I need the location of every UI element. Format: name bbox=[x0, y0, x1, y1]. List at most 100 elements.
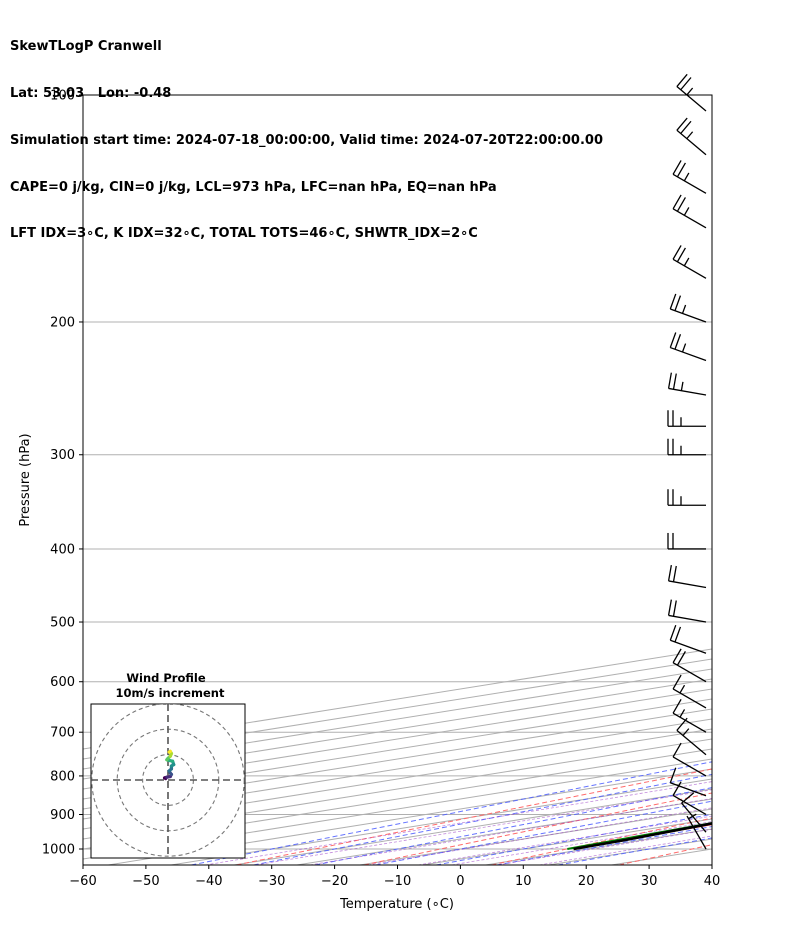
isotherm-line bbox=[83, 688, 712, 790]
wind-barb bbox=[672, 742, 707, 777]
isotherm-line bbox=[485, 828, 712, 865]
x-tick-label: −10 bbox=[384, 874, 411, 889]
y-tick-label: 800 bbox=[50, 769, 75, 784]
x-tick-label: −50 bbox=[132, 874, 159, 889]
wind-barb bbox=[667, 532, 706, 550]
wind-barb bbox=[672, 160, 707, 194]
moist-adiabat bbox=[436, 813, 712, 865]
barb-staff bbox=[676, 86, 707, 112]
isotherm-line bbox=[611, 848, 712, 865]
isotherm-line bbox=[83, 678, 712, 780]
axis-ticks: −60 −50 −40 −30 −20 −10 0 10 20 30 40 1000 900 800 700… bbox=[42, 89, 720, 890]
barb-half-flag bbox=[679, 709, 686, 718]
barb-flag bbox=[672, 194, 682, 210]
wind-barb bbox=[667, 489, 706, 506]
barb-half-flag bbox=[683, 172, 690, 182]
barb-flag bbox=[674, 626, 682, 643]
barb-half-flag bbox=[680, 381, 684, 391]
barb-staff bbox=[672, 712, 707, 733]
barb-staff bbox=[681, 802, 707, 833]
x-tick-label: −20 bbox=[321, 874, 348, 889]
x-tick-label: 0 bbox=[456, 874, 464, 889]
dry-adiabat bbox=[363, 792, 712, 865]
wind-barb bbox=[676, 117, 707, 156]
time-line: Simulation start time: 2024-07-18_00:00:… bbox=[10, 132, 603, 148]
isotherm-line bbox=[83, 698, 712, 800]
profile-lines bbox=[567, 821, 712, 851]
barb-flag bbox=[676, 73, 688, 87]
barb-staff bbox=[668, 614, 707, 623]
moist-adiabat bbox=[314, 787, 712, 865]
barb-half-flag bbox=[682, 728, 690, 736]
barb-flag bbox=[672, 674, 682, 690]
y-tick-label: 400 bbox=[50, 542, 75, 557]
barb-half-flag bbox=[681, 304, 687, 314]
barb-flag bbox=[672, 648, 682, 664]
barb-flag bbox=[676, 117, 688, 131]
y-axis-label: Pressure (hPa) bbox=[18, 433, 33, 526]
x-tick-label: 30 bbox=[641, 874, 658, 889]
moist-adiabat bbox=[253, 773, 712, 865]
mixing-ratio-line bbox=[367, 807, 712, 865]
x-tick-label: −60 bbox=[69, 874, 96, 889]
wind-barb bbox=[667, 410, 706, 427]
barb-staff bbox=[672, 688, 707, 709]
wind-barb bbox=[672, 674, 707, 709]
barb-staff bbox=[670, 346, 707, 362]
barb-flag bbox=[672, 600, 677, 617]
barb-flag bbox=[672, 699, 682, 714]
thermo-reference-lines bbox=[191, 761, 712, 865]
indices-line-2: LFT IDX=3∘C, K IDX=32∘C, TOTAL TOTS=46∘C… bbox=[10, 226, 478, 242]
barb-flag bbox=[680, 120, 692, 134]
mixing-ratio-line bbox=[451, 821, 712, 865]
barb-flag bbox=[676, 247, 686, 263]
barb-staff bbox=[670, 639, 707, 654]
y-tick-label: 100 bbox=[50, 89, 75, 104]
isotherm-line bbox=[359, 808, 712, 865]
wind-barb bbox=[672, 781, 707, 816]
y-tick-label: 200 bbox=[50, 315, 75, 330]
wind-barb bbox=[667, 438, 706, 456]
barb-flag bbox=[676, 651, 686, 666]
barb-half-flag bbox=[683, 257, 690, 267]
barb-staff bbox=[676, 729, 707, 756]
isotherm-line bbox=[83, 708, 712, 810]
x-tick-label: −40 bbox=[195, 874, 222, 889]
mixing-ratio-line bbox=[255, 789, 712, 865]
barb-staff bbox=[668, 580, 707, 589]
barb-flag bbox=[674, 334, 682, 350]
barb-flag bbox=[672, 565, 677, 582]
wind-barb bbox=[672, 699, 707, 733]
barb-flag bbox=[672, 160, 682, 175]
barb-flag bbox=[669, 332, 677, 348]
wind-barb bbox=[667, 599, 707, 623]
barb-half-flag bbox=[683, 207, 690, 216]
x-tick-label: −30 bbox=[258, 874, 285, 889]
barb-flag bbox=[680, 77, 692, 91]
barb-flag bbox=[667, 599, 672, 616]
inset-title: Wind Profile bbox=[126, 671, 206, 685]
wind-barb bbox=[667, 372, 707, 396]
y-tick-label: 600 bbox=[50, 675, 75, 690]
barb-flag bbox=[676, 197, 686, 212]
wind-barb bbox=[672, 194, 707, 229]
barb-staff bbox=[670, 308, 707, 323]
barb-staff bbox=[672, 662, 707, 683]
barb-flag bbox=[669, 293, 677, 310]
barb-flag bbox=[676, 162, 686, 178]
wind-barb bbox=[667, 565, 707, 589]
wind-barb bbox=[672, 648, 707, 683]
barb-flag bbox=[667, 565, 672, 582]
barb-flag bbox=[672, 373, 677, 390]
wind-profile-inset: Wind Profile 10m/s increment bbox=[90, 671, 246, 859]
barb-flag bbox=[672, 742, 682, 758]
barb-half-flag bbox=[681, 343, 687, 353]
barb-flag bbox=[667, 372, 672, 389]
barb-half-flag bbox=[686, 131, 694, 140]
y-tick-label: 500 bbox=[50, 616, 75, 631]
x-axis-label: Temperature (∘C) bbox=[339, 897, 454, 912]
barb-flag bbox=[669, 767, 677, 784]
inset-subtitle: 10m/s increment bbox=[116, 686, 225, 700]
barb-flag bbox=[672, 781, 682, 796]
location-line: Lat: 53.03 Lon: -0.48 bbox=[10, 85, 172, 101]
